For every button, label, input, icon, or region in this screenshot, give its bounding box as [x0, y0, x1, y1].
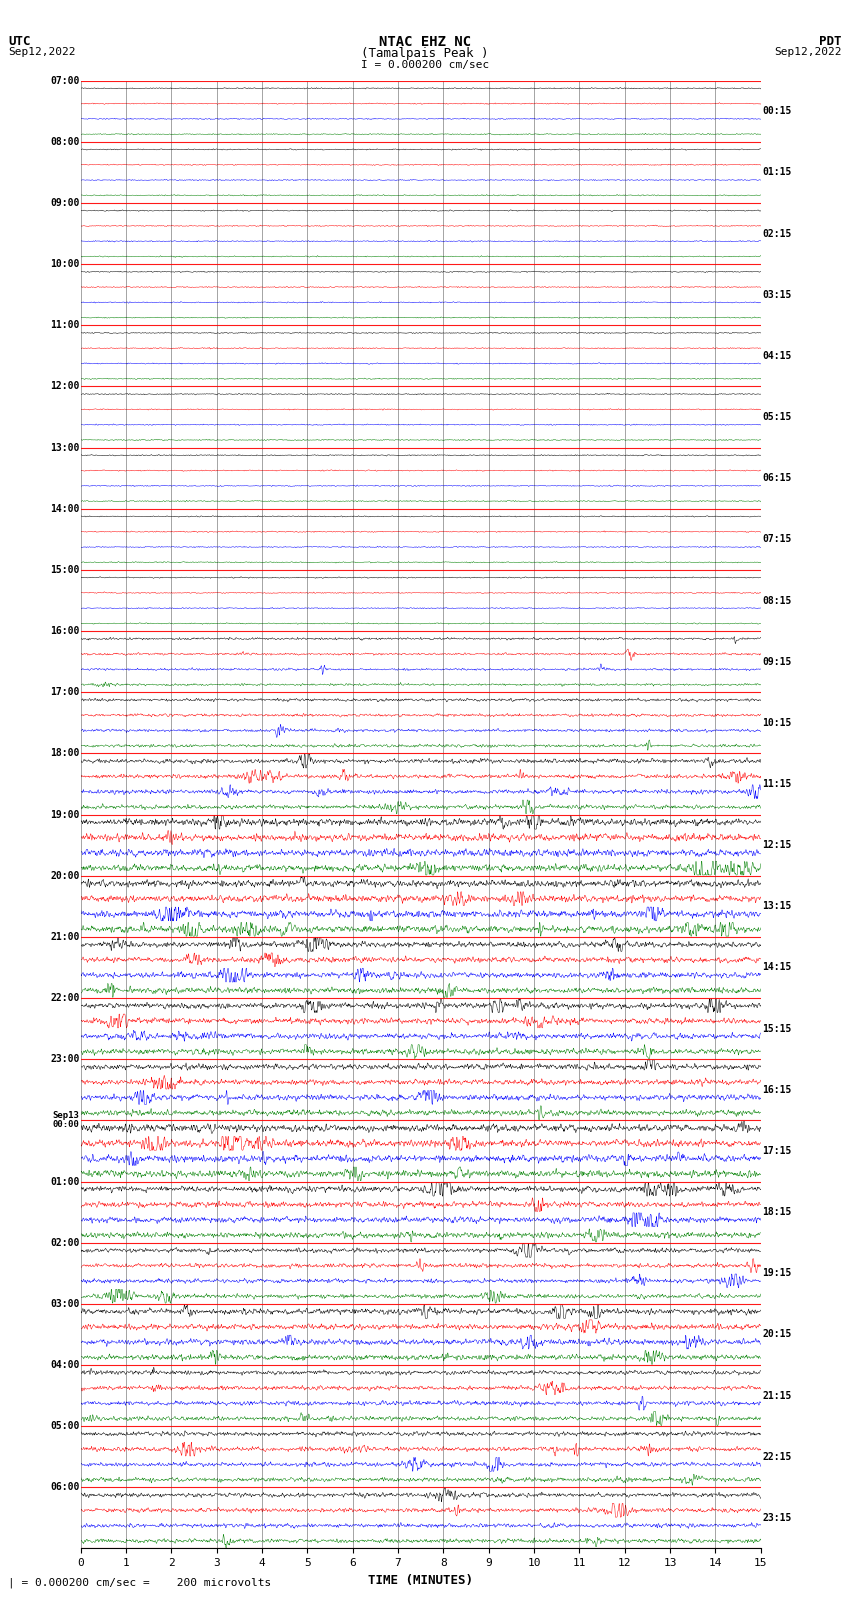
Text: 08:15: 08:15	[762, 595, 791, 605]
Text: 18:15: 18:15	[762, 1207, 791, 1218]
Text: 05:00: 05:00	[50, 1421, 79, 1431]
Text: 02:00: 02:00	[50, 1237, 79, 1248]
Text: 17:15: 17:15	[762, 1145, 791, 1157]
Text: (Tamalpais Peak ): (Tamalpais Peak )	[361, 47, 489, 60]
Text: Sep12,2022: Sep12,2022	[774, 47, 842, 56]
X-axis label: TIME (MINUTES): TIME (MINUTES)	[368, 1574, 473, 1587]
Text: 01:15: 01:15	[762, 168, 791, 177]
Text: 12:15: 12:15	[762, 840, 791, 850]
Text: 23:00: 23:00	[50, 1055, 79, 1065]
Text: 20:15: 20:15	[762, 1329, 791, 1339]
Text: 09:15: 09:15	[762, 656, 791, 666]
Text: 08:00: 08:00	[50, 137, 79, 147]
Text: 14:00: 14:00	[50, 503, 79, 515]
Text: 16:15: 16:15	[762, 1086, 791, 1095]
Text: Sep13: Sep13	[53, 1111, 79, 1121]
Text: 13:00: 13:00	[50, 442, 79, 453]
Text: 07:00: 07:00	[50, 76, 79, 85]
Text: 23:15: 23:15	[762, 1513, 791, 1523]
Text: 14:15: 14:15	[762, 963, 791, 973]
Text: 00:15: 00:15	[762, 106, 791, 116]
Text: 02:15: 02:15	[762, 229, 791, 239]
Text: 09:00: 09:00	[50, 198, 79, 208]
Text: 15:00: 15:00	[50, 565, 79, 574]
Text: 16:00: 16:00	[50, 626, 79, 636]
Text: 00:00: 00:00	[53, 1121, 79, 1129]
Text: 17:00: 17:00	[50, 687, 79, 697]
Text: 11:15: 11:15	[762, 779, 791, 789]
Text: 10:00: 10:00	[50, 260, 79, 269]
Text: 12:00: 12:00	[50, 381, 79, 392]
Text: 18:00: 18:00	[50, 748, 79, 758]
Text: 21:15: 21:15	[762, 1390, 791, 1400]
Text: 07:15: 07:15	[762, 534, 791, 544]
Text: 06:00: 06:00	[50, 1482, 79, 1492]
Text: 11:00: 11:00	[50, 321, 79, 331]
Text: 20:00: 20:00	[50, 871, 79, 881]
Text: 21:00: 21:00	[50, 932, 79, 942]
Text: 03:00: 03:00	[50, 1298, 79, 1308]
Text: 19:15: 19:15	[762, 1268, 791, 1277]
Text: UTC: UTC	[8, 35, 31, 48]
Text: 05:15: 05:15	[762, 411, 791, 423]
Text: 06:15: 06:15	[762, 473, 791, 484]
Text: 13:15: 13:15	[762, 902, 791, 911]
Text: 10:15: 10:15	[762, 718, 791, 727]
Text: 04:15: 04:15	[762, 352, 791, 361]
Text: PDT: PDT	[819, 35, 842, 48]
Text: Sep12,2022: Sep12,2022	[8, 47, 76, 56]
Text: 22:15: 22:15	[762, 1452, 791, 1461]
Text: 04:00: 04:00	[50, 1360, 79, 1369]
Text: 15:15: 15:15	[762, 1024, 791, 1034]
Text: 01:00: 01:00	[50, 1176, 79, 1187]
Text: 22:00: 22:00	[50, 994, 79, 1003]
Text: NTAC EHZ NC: NTAC EHZ NC	[379, 35, 471, 50]
Text: 03:15: 03:15	[762, 290, 791, 300]
Text: I = 0.000200 cm/sec: I = 0.000200 cm/sec	[361, 60, 489, 69]
Text: 19:00: 19:00	[50, 810, 79, 819]
Text: | = 0.000200 cm/sec =    200 microvolts: | = 0.000200 cm/sec = 200 microvolts	[8, 1578, 272, 1589]
